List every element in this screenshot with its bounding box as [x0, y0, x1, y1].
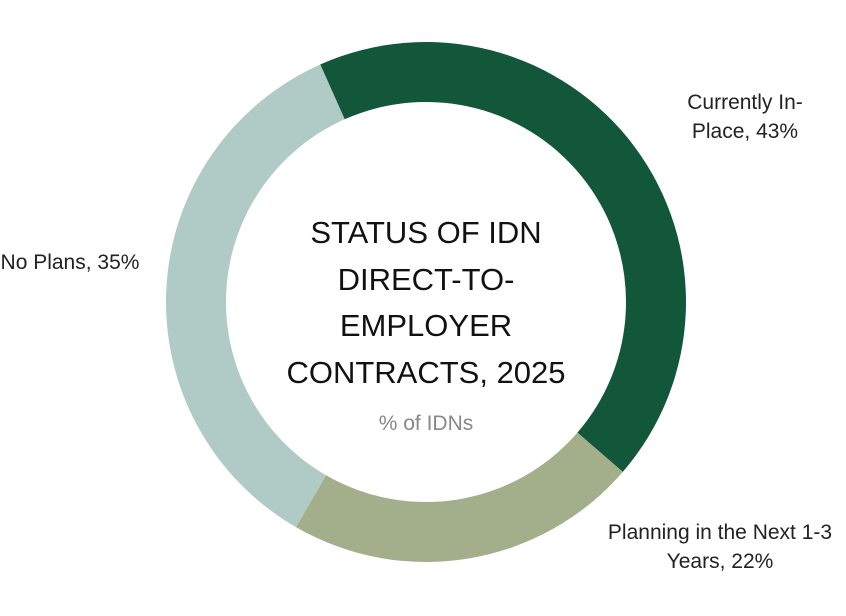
data-label: Currently In-Place, 43%	[687, 91, 803, 144]
chart-title: STATUS OF IDN DIRECT-TO-EMPLOYER CONTRAC…	[286, 215, 566, 390]
donut-segment	[296, 432, 623, 562]
chart-subtitle: % of IDNs	[378, 412, 474, 435]
data-label: No Plans, 35%	[0, 251, 140, 274]
data-label: Planning in the Next 1-3 Years, 22%	[607, 521, 833, 574]
donut-segment	[165, 64, 345, 528]
donut-segment	[320, 41, 686, 472]
